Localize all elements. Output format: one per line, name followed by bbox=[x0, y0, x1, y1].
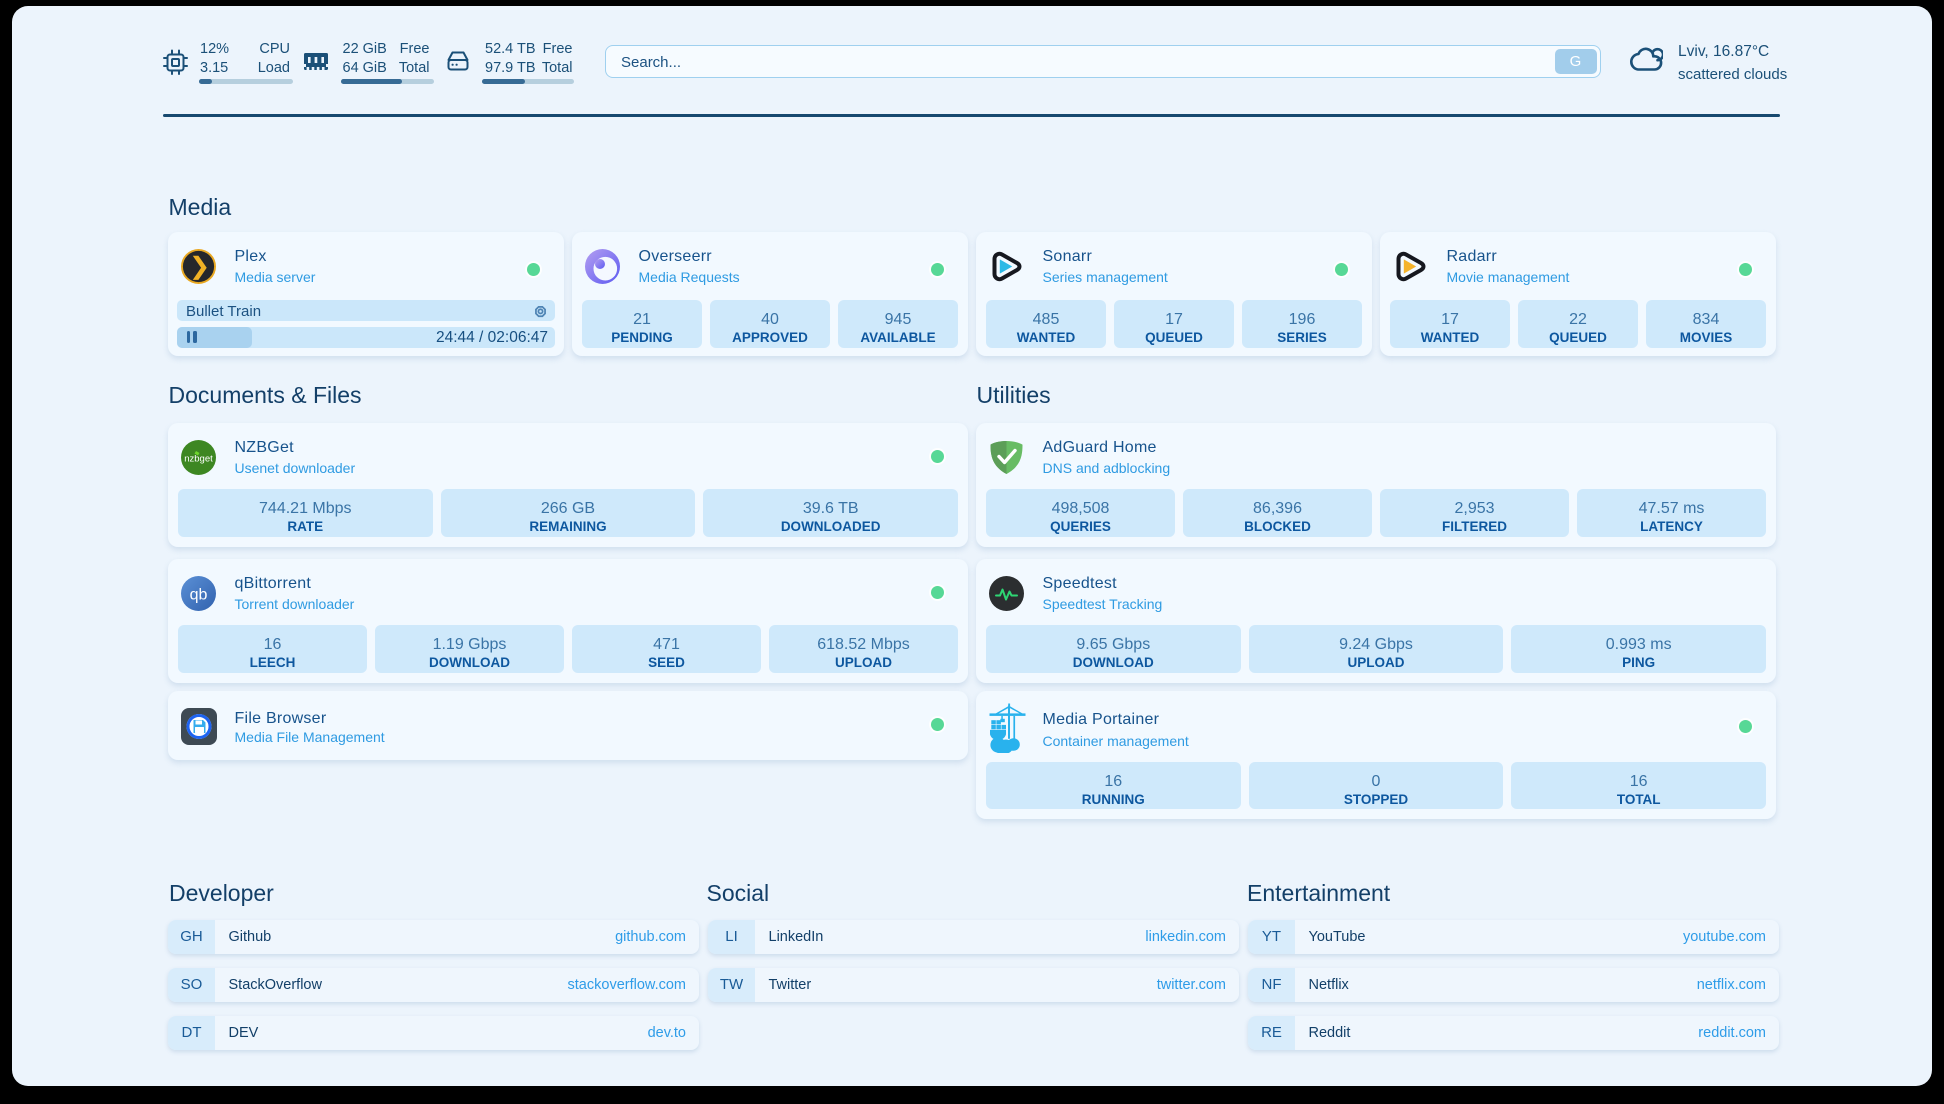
svg-text:qb: qb bbox=[190, 587, 208, 604]
svg-text:nzbget: nzbget bbox=[184, 454, 213, 465]
